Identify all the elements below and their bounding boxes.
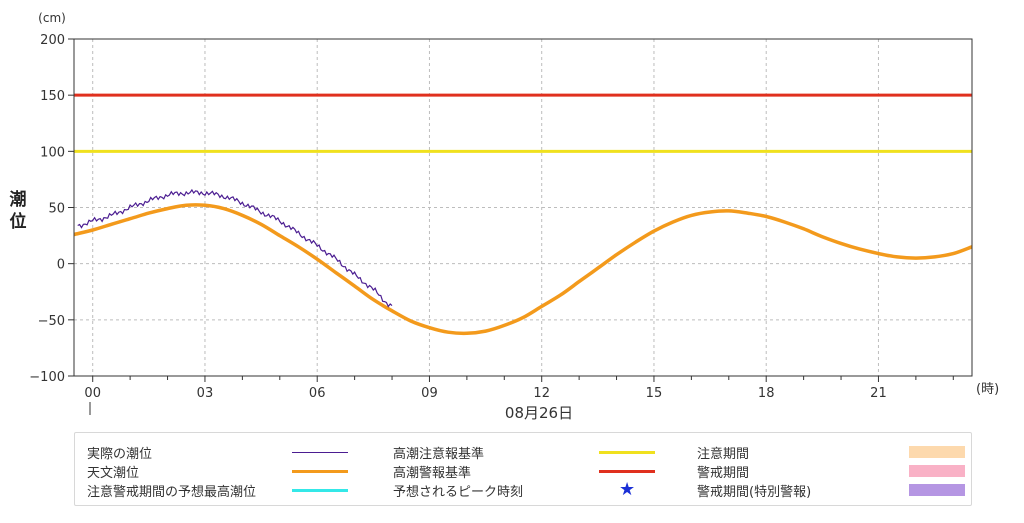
x-tick-label: 06 bbox=[309, 386, 326, 401]
legend-label: 高潮警報基準 bbox=[393, 466, 472, 481]
star-icon: ★ bbox=[619, 479, 636, 500]
y-tick-label: −100 bbox=[29, 370, 65, 385]
legend-line-swatch bbox=[292, 489, 348, 492]
y-axis-title-char: 潮 bbox=[10, 189, 27, 210]
series-lines bbox=[73, 188, 973, 336]
legend-label: 高潮注意報基準 bbox=[393, 447, 485, 462]
legend: 実際の潮位天文潮位注意警戒期間の予想最高潮位 高潮注意報基準 高潮警報基準予想される… bbox=[74, 432, 972, 506]
x-tick-label: 21 bbox=[870, 386, 887, 401]
legend-label: 警戒期間(特別警報) bbox=[697, 485, 812, 500]
y-tick-label: 0 bbox=[57, 258, 65, 273]
legend-color-swatch bbox=[909, 465, 965, 477]
x-tick-label: 03 bbox=[197, 386, 214, 401]
legend-label: 予想されるピーク時刻 bbox=[393, 485, 524, 500]
legend-color-swatch bbox=[909, 446, 965, 458]
grid-lines bbox=[74, 39, 972, 376]
x-tick-label: 09 bbox=[421, 386, 438, 401]
x-unit-label: (時) bbox=[976, 382, 999, 397]
x-tick-label: 00 bbox=[84, 386, 101, 401]
observed-tide-line bbox=[77, 188, 393, 308]
tide-chart: 200 150 100 50 0 −50 −100 00 03 06 09 12 15 18 21 (cm)… bbox=[10, 11, 1000, 422]
legend-label: 天文潮位 bbox=[87, 466, 140, 481]
y-tick-label: 200 bbox=[40, 33, 65, 48]
axis-labels: 200 150 100 50 0 −50 −100 00 03 06 09 12 15 18 21 bbox=[29, 33, 886, 401]
y-axis-title-char: 位 bbox=[10, 211, 27, 232]
y-tick-label: 100 bbox=[40, 145, 65, 160]
y-unit-label: (cm) bbox=[38, 11, 66, 25]
legend-line-swatch bbox=[292, 452, 348, 453]
x-tick-label: 15 bbox=[646, 386, 663, 401]
date-label: 08月26日 bbox=[505, 404, 573, 422]
legend-label: 実際の潮位 bbox=[87, 447, 153, 462]
x-tick-label: 12 bbox=[533, 386, 550, 401]
legend-label: 注意警戒期間の予想最高潮位 bbox=[87, 485, 257, 500]
threshold-lines bbox=[74, 93, 972, 153]
y-tick-label: 150 bbox=[40, 89, 65, 104]
x-tick-label: 18 bbox=[758, 386, 775, 401]
legend-color-swatch bbox=[909, 484, 965, 496]
axis-ticks bbox=[68, 38, 954, 382]
legend-line-swatch bbox=[599, 470, 655, 473]
astronomical-tide-line bbox=[73, 203, 973, 336]
legend-label: 警戒期間 bbox=[697, 466, 750, 481]
y-tick-label: −50 bbox=[38, 314, 65, 329]
legend-line-swatch bbox=[292, 470, 348, 473]
legend-line-swatch bbox=[599, 451, 655, 454]
y-tick-label: 50 bbox=[48, 202, 65, 217]
legend-label: 注意期間 bbox=[697, 447, 750, 462]
y-axis-title: 潮位 bbox=[10, 189, 27, 232]
